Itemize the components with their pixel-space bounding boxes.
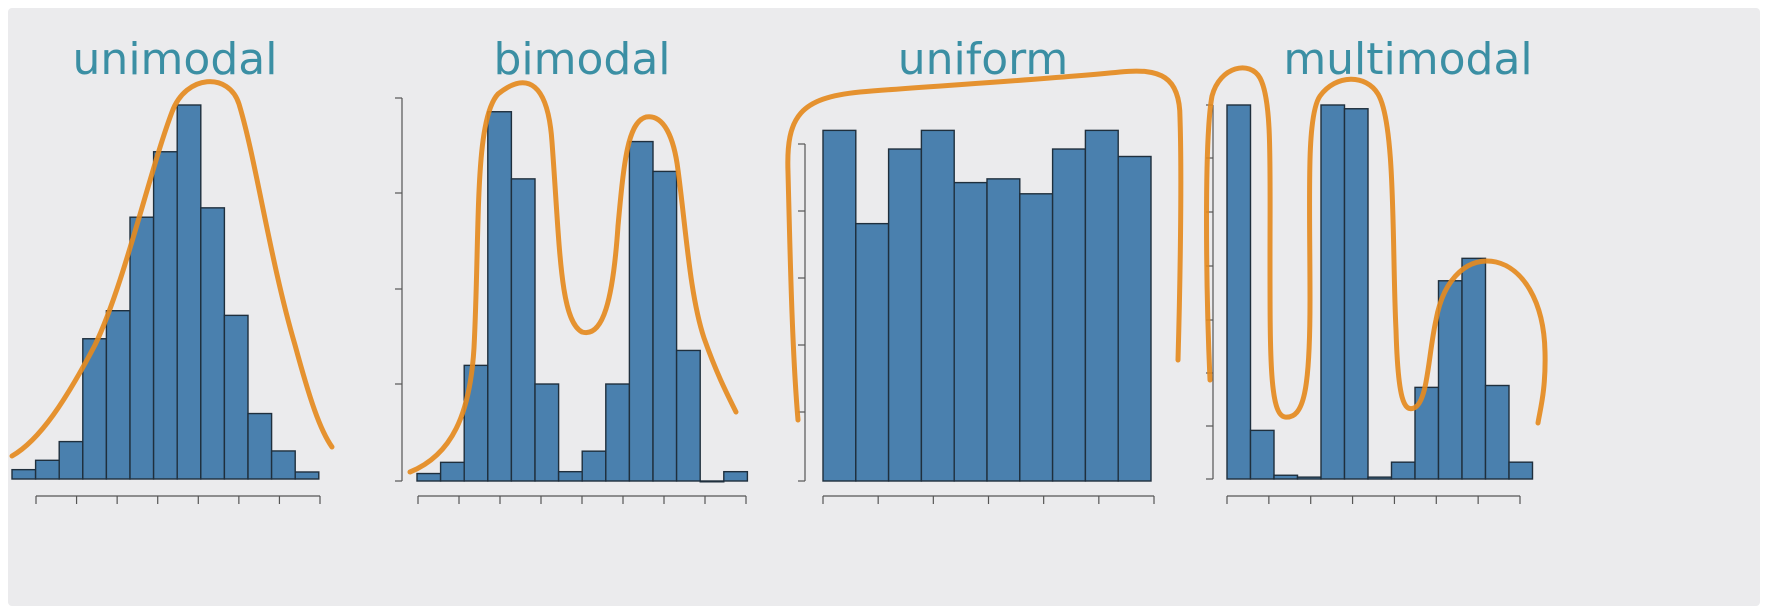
histogram-bar [1484, 384, 1510, 480]
histogram-bar [510, 178, 536, 482]
histogram-bar [439, 461, 465, 482]
histogram-bar [487, 111, 513, 482]
uniform-curve [785, 68, 1184, 423]
multimodal-curve [1204, 65, 1548, 426]
histogram-bar [534, 383, 560, 482]
histogram-bar [1343, 108, 1369, 480]
histogram-multimodal [1206, 104, 1534, 504]
title-bimodal: bimodal [493, 34, 670, 85]
histogram-bar [920, 129, 955, 482]
histogram-bar [822, 129, 857, 482]
histogram-bar [34, 459, 60, 480]
histogram-unimodal [11, 104, 321, 504]
histogram-bar [1461, 257, 1487, 480]
histogram-bar [105, 310, 131, 480]
histogram-bar [1249, 429, 1275, 480]
histogram-bar [628, 140, 654, 482]
histogram-bar [986, 178, 1021, 482]
histogram-bar [1273, 474, 1299, 480]
histogram-bar [223, 314, 249, 480]
histogram-bar [1390, 461, 1416, 480]
histogram-panels [11, 97, 1534, 504]
histogram-bar [1019, 193, 1054, 482]
histogram-bar [1367, 476, 1393, 480]
bimodal-curve [407, 80, 739, 475]
histogram-bar [1508, 461, 1534, 480]
histogram-bar [416, 472, 442, 482]
histogram-bar [152, 151, 178, 480]
title-unimodal: unimodal [73, 34, 278, 85]
histogram-bar [176, 104, 202, 480]
histogram-bar [699, 480, 725, 483]
histogram-bimodal [395, 97, 749, 504]
histogram-bar [247, 412, 273, 480]
histogram-bar [270, 450, 296, 480]
histogram-bar [953, 181, 988, 482]
histogram-bar [200, 207, 226, 480]
histogram-uniform [798, 129, 1155, 504]
histogram-bar [294, 471, 320, 480]
histogram-bar [581, 450, 607, 482]
histogram-bar [129, 216, 155, 480]
histogram-bar [887, 148, 923, 482]
histogram-bar [1117, 155, 1152, 482]
histogram-bar [855, 222, 890, 482]
histogram-bar [11, 468, 37, 480]
annotation-curves [9, 65, 1548, 475]
histogram-bar [1084, 129, 1119, 482]
histogram-bar [58, 440, 84, 480]
histogram-bar [1051, 148, 1087, 482]
title-multimodal: multimodal [1283, 34, 1532, 85]
histogram-bar [605, 383, 631, 482]
unimodal-curve [9, 79, 335, 459]
histogram-bar [1296, 476, 1322, 480]
histogram-bar [557, 470, 583, 482]
histogram-bar [723, 470, 749, 482]
histogram-bar [1226, 104, 1252, 480]
histogram-bar [1320, 104, 1346, 480]
histogram-bar [675, 349, 701, 482]
histogram-bar [652, 170, 678, 482]
histogram-bar [1437, 280, 1463, 480]
